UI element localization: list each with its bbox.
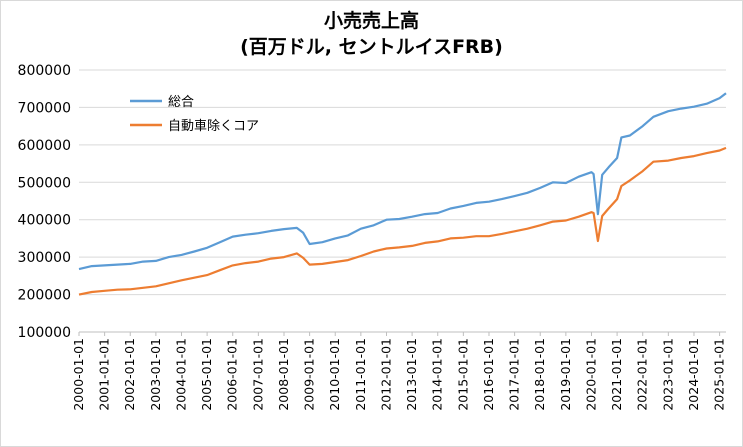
x-tick-label: 2023-01-01 <box>660 338 675 411</box>
y-tick-label: 600000 <box>18 138 71 154</box>
x-tick-label: 2007-01-01 <box>250 338 265 411</box>
x-tick-label: 2018-01-01 <box>532 338 547 411</box>
x-tick-label: 2015-01-01 <box>455 338 470 411</box>
x-tick-label: 2016-01-01 <box>481 338 496 411</box>
x-tick-label: 2021-01-01 <box>609 338 624 411</box>
y-tick-label: 300000 <box>18 250 71 266</box>
x-tick-label: 2000-01-01 <box>71 338 86 411</box>
y-tick-label: 400000 <box>18 213 71 229</box>
x-tick-label: 2020-01-01 <box>583 338 598 411</box>
x-tick-label: 2024-01-01 <box>686 338 701 411</box>
x-tick-label: 2019-01-01 <box>558 338 573 411</box>
x-tick-label: 2002-01-01 <box>122 338 137 411</box>
chart-subtitle: (百万ドル, セントルイスFRB) <box>240 36 503 58</box>
x-tick-label: 2009-01-01 <box>302 338 317 411</box>
y-tick-label: 200000 <box>18 288 71 304</box>
x-tick-label: 2011-01-01 <box>353 338 368 411</box>
x-tick-label: 2006-01-01 <box>225 338 240 411</box>
legend-label-0: 総合 <box>168 95 194 110</box>
x-tick-label: 2022-01-01 <box>635 338 650 411</box>
series-line-total <box>78 92 727 271</box>
x-tick-label: 2003-01-01 <box>148 338 163 411</box>
x-tick-label: 2013-01-01 <box>404 338 419 411</box>
x-tick-label: 2008-01-01 <box>276 338 291 411</box>
y-tick-label: 500000 <box>18 175 71 191</box>
y-tick-label: 100000 <box>18 325 71 341</box>
x-tick-label: 2005-01-01 <box>199 338 214 411</box>
x-tick-label: 2014-01-01 <box>430 338 445 411</box>
y-tick-label: 700000 <box>18 100 71 116</box>
x-tick-label: 2001-01-01 <box>97 338 112 411</box>
series-line-core-ex-auto <box>78 146 727 296</box>
x-tick-label: 2004-01-01 <box>173 338 188 411</box>
y-tick-label: 800000 <box>18 63 71 79</box>
x-tick-label: 2010-01-01 <box>327 338 342 411</box>
chart-title: 小売売上高 <box>323 10 419 32</box>
legend-label-1: 自動車除くコア <box>168 119 259 134</box>
x-tick-label: 2012-01-01 <box>378 338 393 411</box>
x-tick-label: 2017-01-01 <box>507 338 522 411</box>
x-tick-label: 2025-01-01 <box>712 338 727 411</box>
